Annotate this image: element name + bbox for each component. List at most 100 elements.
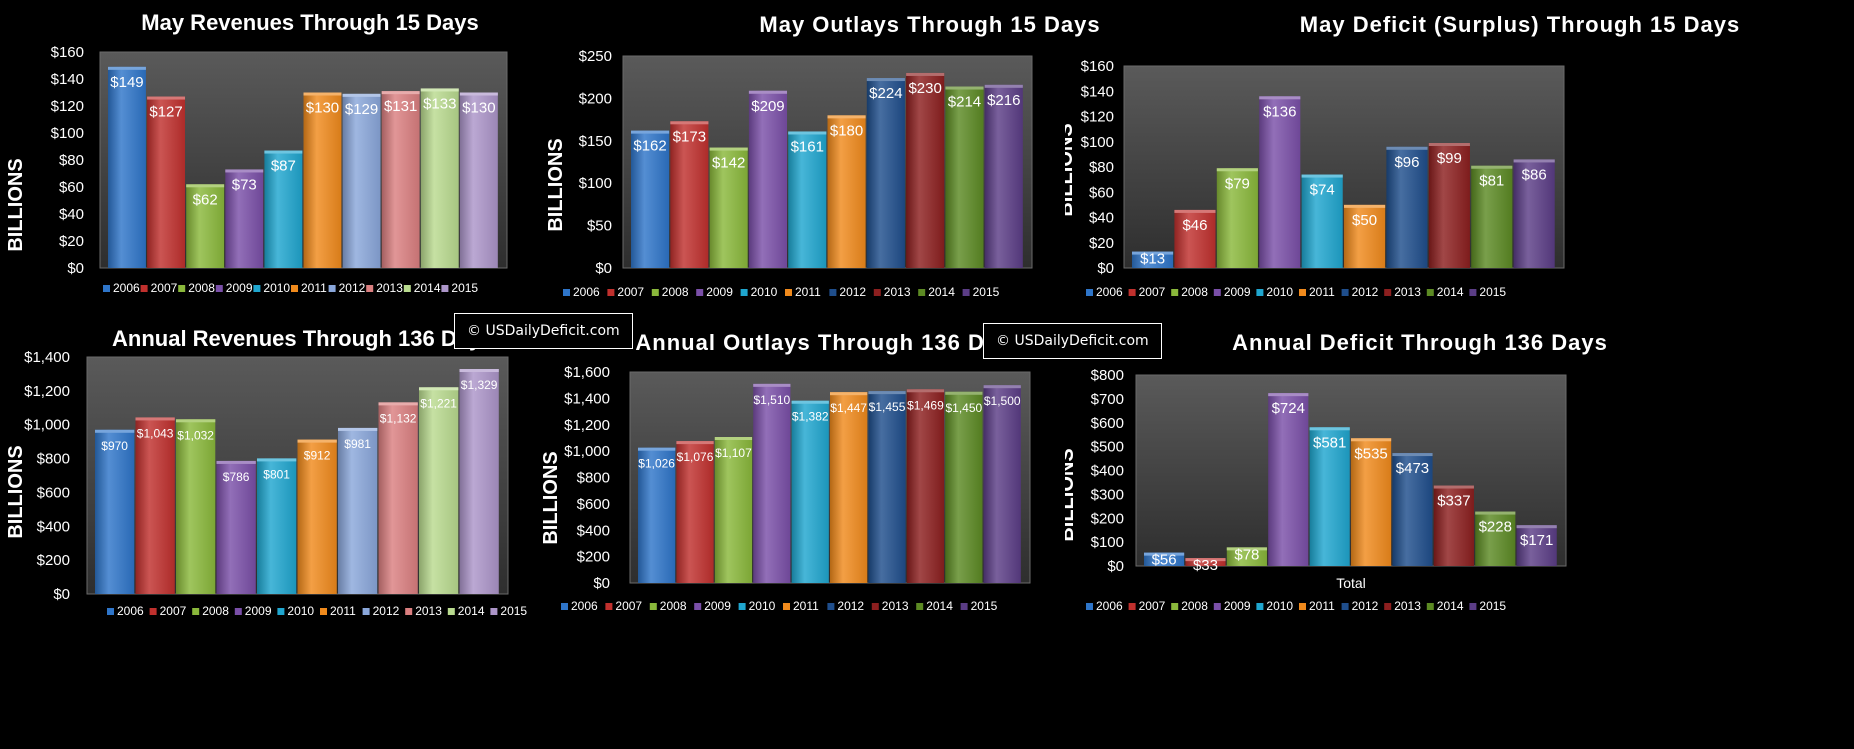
data-label: $149 [110, 74, 143, 91]
data-label: $180 [830, 122, 863, 139]
bar-top [303, 92, 342, 96]
bar-top [638, 447, 676, 451]
data-label: $970 [101, 439, 128, 453]
legend-swatch [362, 608, 370, 615]
bar [1513, 159, 1555, 268]
y-tick-label: $1,200 [564, 417, 610, 434]
y-tick-label: $1,000 [564, 443, 610, 460]
legend-swatch [1384, 603, 1392, 610]
legend-swatch [192, 608, 200, 615]
legend-label: 2010 [263, 281, 290, 295]
bar [1516, 525, 1557, 566]
y-axis-label: BILLIONS [540, 451, 562, 544]
data-label: $1,221 [420, 396, 457, 410]
y-tick-label: $0 [1107, 558, 1124, 575]
bar [1386, 146, 1428, 268]
bar-top [1344, 204, 1386, 208]
bar [297, 439, 337, 594]
bar-top [338, 427, 378, 431]
y-tick-label: $600 [37, 484, 70, 501]
y-tick-label: $1,400 [24, 349, 70, 366]
data-label: $99 [1437, 150, 1462, 167]
bar [714, 437, 753, 583]
bar [1428, 143, 1470, 268]
bar-top [830, 392, 868, 396]
bar-top [1471, 165, 1513, 169]
legend-label: 2007 [151, 281, 178, 295]
legend-swatch [827, 603, 835, 610]
bar-top [459, 369, 499, 373]
legend-label: 2012 [839, 285, 866, 299]
legend-swatch [215, 285, 223, 292]
bar-top [216, 460, 256, 464]
legend-label: 2008 [660, 599, 687, 613]
data-label: $46 [1182, 217, 1207, 234]
legend-swatch [1213, 603, 1221, 610]
data-label: $981 [344, 437, 371, 451]
data-label: $78 [1234, 546, 1259, 563]
legend-label: 2009 [226, 281, 253, 295]
data-label: $87 [271, 158, 296, 175]
y-tick-label: $500 [1091, 439, 1124, 456]
y-tick-label: $600 [577, 496, 610, 513]
legend-swatch [103, 285, 110, 292]
y-tick-label: $100 [579, 175, 612, 192]
y-tick-label: $100 [1091, 534, 1124, 551]
y-tick-label: $60 [59, 179, 84, 196]
bar-top [1185, 558, 1226, 562]
bar [135, 417, 175, 594]
chart-svg: $0 $200 $400 $600 $800 $1,000 $1,200 $1,400 $1,6… [540, 364, 1031, 613]
bar [830, 392, 868, 583]
bar-top [186, 184, 225, 188]
legend-swatch [1128, 289, 1136, 296]
bar-top [95, 429, 135, 433]
legend-swatch [651, 289, 659, 296]
bar [216, 460, 256, 594]
data-label: $337 [1437, 493, 1470, 510]
legend-label: 2010 [287, 604, 314, 618]
legend-label: 2006 [113, 281, 140, 295]
bar [1185, 558, 1226, 566]
legend-swatch [561, 603, 568, 610]
legend-label: 2015 [1479, 599, 1506, 613]
bar [108, 66, 146, 268]
legend-swatch [783, 603, 790, 610]
y-tick-label: $200 [1091, 510, 1124, 527]
bar-top [791, 400, 829, 404]
legend-label: 2007 [160, 604, 187, 618]
legend-label: 2009 [1224, 285, 1251, 299]
bar [419, 387, 459, 594]
data-label: $801 [263, 467, 290, 481]
data-label: $142 [712, 155, 745, 172]
y-tick-label: $160 [51, 44, 84, 61]
legend-label: 2014 [928, 285, 955, 299]
data-label: $136 [1263, 103, 1296, 120]
y-tick-label: $0 [1097, 260, 1114, 277]
bar-top [868, 391, 906, 395]
data-label: $162 [633, 138, 666, 155]
chart-svg: $0 $100 $200 $300 $400 $500 $600 $700 $800 BILLIO… [1065, 367, 1567, 613]
legend-label: 2013 [882, 599, 909, 613]
y-tick-label: $1,000 [24, 417, 70, 434]
bar-top [1433, 485, 1474, 489]
bar-top [108, 66, 146, 70]
chart-group: $0 $20 $40 $60 $80 $100 $120 $140 $160 BILLIONS $1… [1065, 58, 1565, 299]
x-axis-label: Total [1336, 575, 1366, 591]
legend-swatch [873, 289, 881, 296]
bar-top [748, 90, 788, 94]
bar [459, 92, 498, 268]
chart-group: $0 $20 $40 $60 $80 $100 $120 $140 $160 BILLIONS $1… [5, 44, 508, 295]
chart-may-deficit: May Deficit (Surplus) Through 15 Days $0… [1065, 0, 1854, 320]
bar-top [176, 419, 216, 423]
legend-label: 2013 [376, 281, 403, 295]
legend-label: 2014 [926, 599, 953, 613]
bar [1475, 511, 1516, 566]
y-axis-label: BILLIONS [1065, 448, 1078, 541]
y-tick-label: $80 [59, 152, 84, 169]
chart-title: Annual Revenues Through 136 Days [112, 326, 494, 351]
y-tick-label: $1,400 [564, 390, 610, 407]
data-label: $1,500 [984, 394, 1021, 408]
data-label: $161 [791, 138, 824, 155]
legend-label: 2011 [795, 285, 821, 299]
data-label: $216 [987, 92, 1020, 109]
